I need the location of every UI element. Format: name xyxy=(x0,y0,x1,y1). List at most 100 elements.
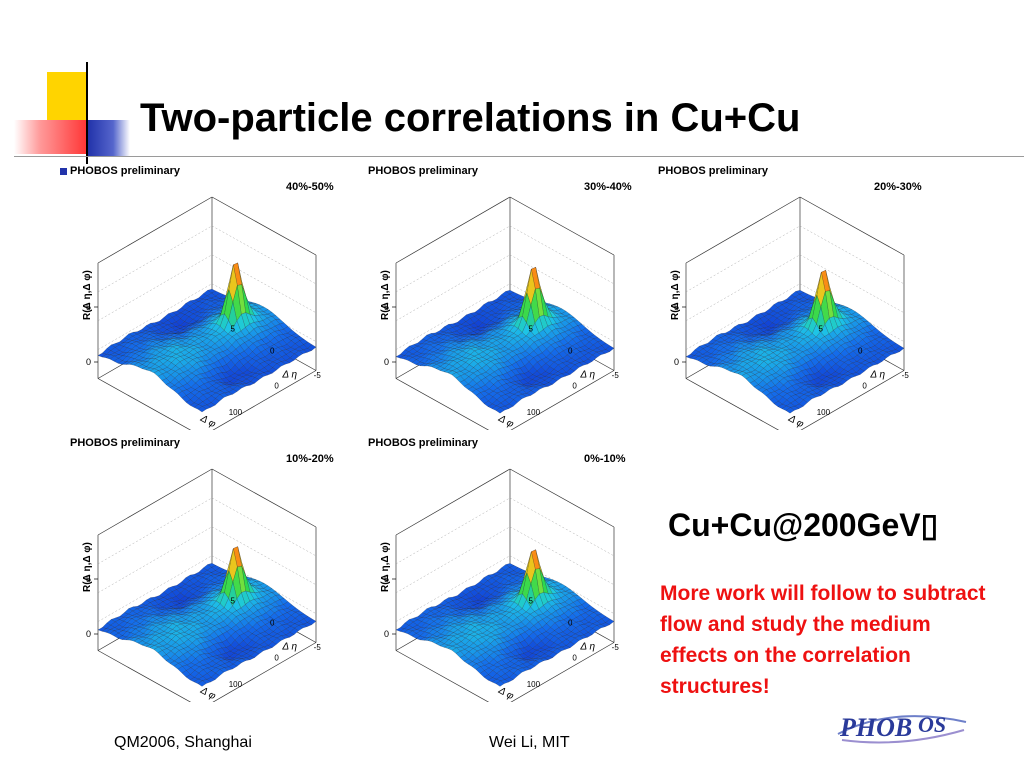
bullet-marker xyxy=(60,168,67,175)
x-tick-label: 100 xyxy=(527,408,541,417)
y-tick-label: 5 xyxy=(230,596,235,605)
accent-blue-square xyxy=(88,120,130,156)
grid-line xyxy=(211,225,317,285)
box-edge xyxy=(800,370,905,430)
surface-cell xyxy=(197,680,207,687)
centrality-label: 20%-30% xyxy=(874,181,922,193)
grid-line xyxy=(97,225,213,293)
grid-line xyxy=(509,225,615,285)
box-edge xyxy=(97,468,213,536)
centrality-label: 40%-50% xyxy=(286,181,334,193)
box-edge xyxy=(395,196,511,264)
accent-yellow-square xyxy=(47,72,88,120)
grid-line xyxy=(97,497,213,565)
surface-cell xyxy=(197,406,207,413)
z-tick-label: 5 xyxy=(674,302,679,312)
grid-line xyxy=(685,225,801,293)
x-axis-label: Δ φ xyxy=(198,685,218,702)
box-edge xyxy=(395,468,511,536)
z-tick-label: 5 xyxy=(86,302,91,312)
surface-mesh xyxy=(395,549,615,687)
box-edge xyxy=(97,650,192,702)
surface-cell xyxy=(495,680,505,687)
z-axis-label: R(Δ η,Δ φ) xyxy=(380,270,391,320)
watermark-label: PHOBOS preliminary xyxy=(368,437,479,449)
watermark-label: PHOBOS preliminary xyxy=(70,165,181,177)
x-tick-label: 100 xyxy=(229,408,243,417)
surface-cell xyxy=(785,407,795,414)
accent-vertical-line xyxy=(86,62,88,164)
y-tick-label: 5 xyxy=(230,324,235,333)
box-edge xyxy=(510,370,615,430)
surface-mesh xyxy=(97,545,317,687)
x-axis-label: Δ φ xyxy=(496,685,516,702)
x-tick-label: 0 xyxy=(862,381,867,390)
box-edge xyxy=(510,642,615,702)
z-axis-label: R(Δ η,Δ φ) xyxy=(82,270,93,320)
z-axis-label: R(Δ η,Δ φ) xyxy=(82,542,93,592)
x-tick-label: 0 xyxy=(572,653,577,662)
surface-mesh xyxy=(395,266,615,414)
grid-line xyxy=(97,555,213,622)
grid-line xyxy=(97,254,213,321)
y-tick-label: 0 xyxy=(270,619,275,628)
y-tick-label: -5 xyxy=(902,371,910,380)
box-edge xyxy=(395,650,490,702)
y-tick-label: -5 xyxy=(314,643,322,652)
z-tick-label: 5 xyxy=(384,302,389,312)
y-axis-label: Δ η xyxy=(579,641,595,652)
z-tick-label: 0 xyxy=(86,357,91,367)
z-tick-label: 0 xyxy=(86,629,91,639)
grid-line xyxy=(395,254,511,321)
svg-text:PHOB: PHOB xyxy=(839,713,912,742)
accent-red-square xyxy=(14,120,88,154)
y-tick-label: -5 xyxy=(612,371,620,380)
grid-line xyxy=(509,497,615,557)
z-tick-label: 0 xyxy=(384,357,389,367)
y-tick-label: 5 xyxy=(528,324,533,333)
phobos-logo: PHOB OS xyxy=(837,712,967,744)
y-tick-label: 5 xyxy=(818,324,823,333)
box-edge xyxy=(211,468,317,528)
box-edge xyxy=(97,378,192,430)
y-axis-label: Δ η xyxy=(869,369,885,380)
y-tick-label: 0 xyxy=(568,619,573,628)
centrality-label: 30%-40% xyxy=(584,181,632,193)
y-axis-label: Δ η xyxy=(281,641,297,652)
z-tick-label: 5 xyxy=(384,574,389,584)
plot-frame xyxy=(685,196,905,430)
y-tick-label: -5 xyxy=(612,643,620,652)
grid-line xyxy=(395,555,511,622)
future-work-note: More work will follow to subtract flow a… xyxy=(660,582,986,698)
box-edge xyxy=(211,196,317,256)
grid-line xyxy=(395,283,511,350)
box-edge xyxy=(685,378,780,430)
box-edge xyxy=(799,196,905,256)
x-tick-label: 100 xyxy=(817,408,831,417)
z-tick-label: 0 xyxy=(384,629,389,639)
watermark-label: PHOBOS preliminary xyxy=(70,437,181,449)
grid-line xyxy=(685,254,801,321)
x-axis-label: Δ φ xyxy=(496,413,516,430)
y-tick-label: 0 xyxy=(270,347,275,356)
y-tick-label: 0 xyxy=(858,347,863,356)
collision-label: Cu+Cu@200GeV▯ xyxy=(668,507,939,543)
grid-line xyxy=(97,283,213,350)
y-tick-label: 0 xyxy=(568,347,573,356)
surface-mesh xyxy=(685,269,905,414)
x-tick-label: 0 xyxy=(274,653,279,662)
y-tick-label: -5 xyxy=(314,371,322,380)
grid-line xyxy=(97,526,213,593)
x-axis-label: Δ φ xyxy=(786,413,806,430)
grid-line xyxy=(395,225,511,293)
y-axis-label: Δ η xyxy=(281,369,297,380)
box-edge xyxy=(685,196,801,264)
x-tick-label: 0 xyxy=(572,381,577,390)
footer-author: Wei Li, MIT xyxy=(489,734,570,751)
grid-line xyxy=(685,283,801,350)
